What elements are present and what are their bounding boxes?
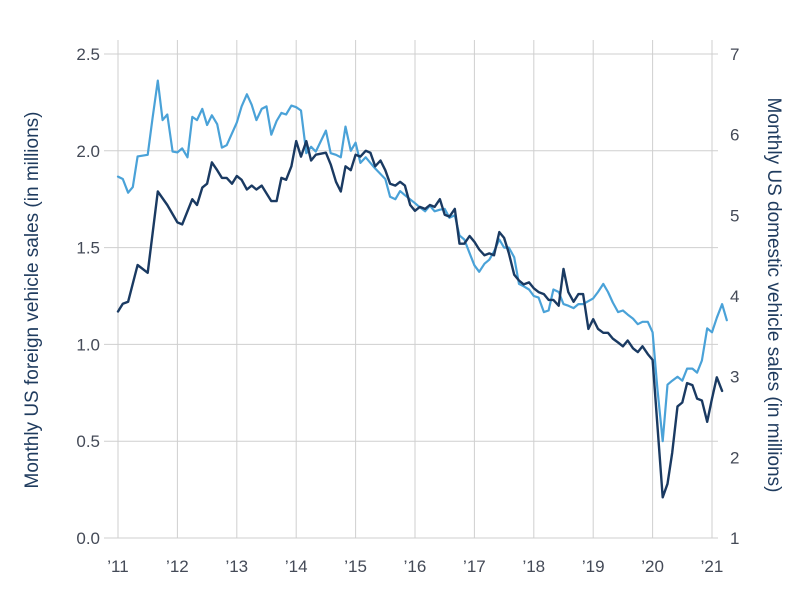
x-tick-label: ’18	[522, 557, 545, 576]
x-tick-label: ’16	[404, 557, 427, 576]
left-tick-label: 1.0	[76, 335, 100, 354]
grid-layer	[104, 40, 718, 539]
x-axis-ticks: ’11 ’12 ’13 ’14 ’15 ’16 ’17 ’18 ’19 ’20 ’21	[107, 557, 723, 576]
right-axis-ticks: 1 2 3 4 5 6 7	[730, 45, 739, 548]
left-axis-ticks: 0.0 0.5 1.0 1.5 2.0 2.5	[76, 45, 100, 548]
right-tick-label: 5	[730, 206, 739, 225]
right-tick-label: 7	[730, 45, 739, 64]
x-tick-label: ’12	[166, 557, 189, 576]
left-tick-label: 2.0	[76, 142, 100, 161]
x-tick-label: ’13	[225, 557, 248, 576]
left-axis-title: Monthly US foreign vehicle sales (in mil…	[22, 112, 43, 489]
x-tick-label: ’20	[641, 557, 664, 576]
series-layer	[116, 79, 728, 499]
x-tick-label: ’14	[285, 557, 308, 576]
x-tick-label: ’17	[463, 557, 486, 576]
foreign-sales-line	[116, 139, 724, 499]
right-tick-label: 3	[730, 368, 739, 387]
right-tick-label: 2	[730, 448, 739, 467]
x-tick-label: ’15	[344, 557, 367, 576]
left-tick-label: 1.5	[76, 239, 100, 258]
x-tick-label: ’21	[701, 557, 724, 576]
right-tick-label: 4	[730, 287, 739, 306]
left-tick-label: 2.5	[76, 45, 100, 64]
domestic-sales-line	[116, 79, 728, 443]
left-tick-label: 0.5	[76, 432, 100, 451]
left-tick-label: 0.0	[76, 529, 100, 548]
x-tick-label: ’11	[107, 557, 128, 576]
right-axis-title: Monthly US domestic vehicle sales (in mi…	[763, 98, 784, 493]
right-tick-label: 6	[730, 126, 739, 145]
x-tick-label: ’19	[582, 557, 605, 576]
right-tick-label: 1	[730, 529, 739, 548]
